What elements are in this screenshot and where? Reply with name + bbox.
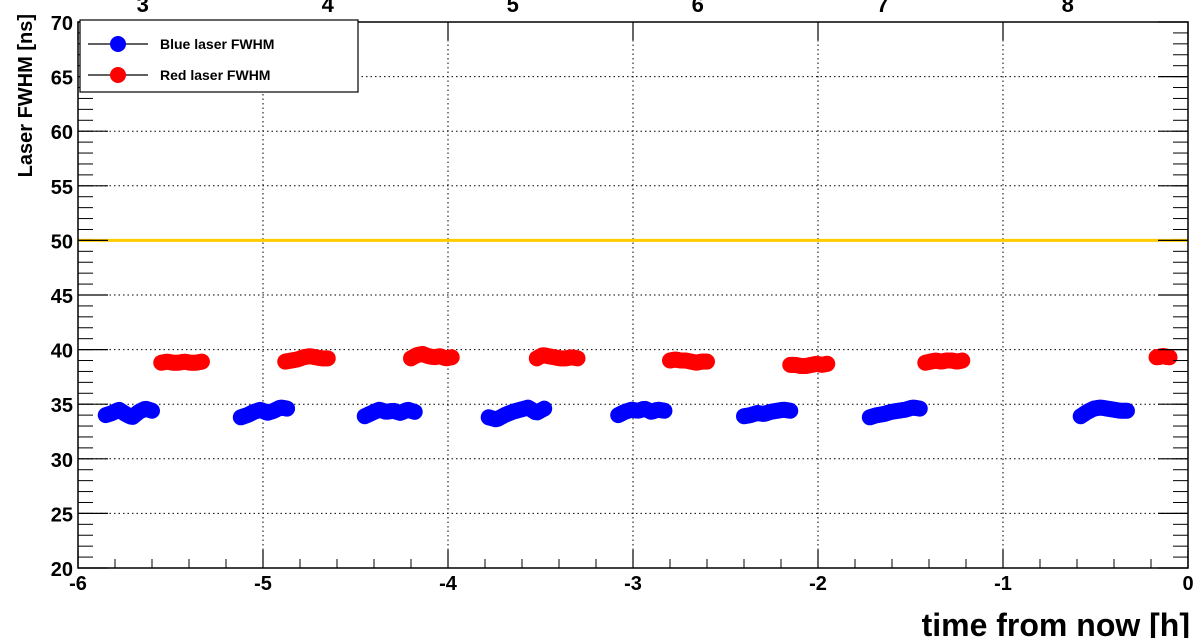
- top-axis-label: 5: [507, 0, 519, 17]
- y-tick-label: 45: [51, 286, 73, 308]
- y-tick-label: 60: [51, 122, 73, 144]
- data-point-blue: [656, 402, 673, 419]
- legend-marker-red: [110, 67, 126, 83]
- y-tick-label: 55: [51, 177, 73, 199]
- axis-ticks: [77, 21, 1189, 569]
- y-tick-label: 20: [51, 559, 73, 581]
- legend-label-blue: Blue laser FWHM: [160, 36, 274, 52]
- y-tick-label: 25: [51, 504, 73, 526]
- y-axis-label: Laser FWHM [ns]: [15, 14, 37, 177]
- x-tick-label: -2: [809, 573, 827, 595]
- data-point-blue: [911, 400, 928, 417]
- legend-box: [79, 19, 359, 93]
- top-axis-label: 4: [322, 0, 335, 17]
- data-points: [97, 346, 1178, 428]
- y-tick-label: 40: [51, 341, 73, 363]
- data-point-blue: [536, 400, 553, 417]
- top-axis-label: 3: [137, 0, 149, 17]
- y-tick-label: 65: [51, 68, 73, 90]
- y-tick-label: 35: [51, 395, 73, 417]
- data-point-red: [954, 352, 971, 369]
- y-tick-label: 30: [51, 450, 73, 472]
- data-point-blue: [279, 400, 296, 417]
- data-point-red: [569, 350, 586, 367]
- legend-label-red: Red laser FWHM: [160, 67, 270, 83]
- legend-marker-blue: [110, 36, 126, 52]
- x-tick-label: -5: [254, 573, 272, 595]
- legend: Blue laser FWHM Red laser FWHM: [79, 19, 359, 93]
- data-point-blue: [782, 402, 799, 419]
- data-point-red: [319, 350, 336, 367]
- x-axis-label: time from now [h]: [922, 607, 1190, 638]
- y-tick-label: 70: [51, 13, 73, 35]
- x-tick-label: -1: [994, 573, 1012, 595]
- top-axis-label: 8: [1062, 0, 1074, 17]
- x-tick-label: -6: [69, 573, 87, 595]
- data-point-red: [1161, 349, 1178, 366]
- x-tick-label: 0: [1182, 573, 1193, 595]
- data-point-blue: [1118, 402, 1135, 419]
- data-point-blue: [144, 402, 160, 419]
- x-tick-label: -4: [439, 573, 458, 595]
- y-tick-label: 50: [51, 231, 73, 253]
- data-point-red: [443, 349, 460, 366]
- data-point-blue: [406, 403, 423, 420]
- data-point-red: [699, 353, 715, 370]
- data-point-red: [819, 355, 836, 372]
- x-tick-label: -3: [624, 573, 642, 595]
- top-axis-label: 6: [692, 0, 704, 17]
- top-axis-label: 7: [877, 0, 889, 17]
- data-point-red: [193, 353, 210, 370]
